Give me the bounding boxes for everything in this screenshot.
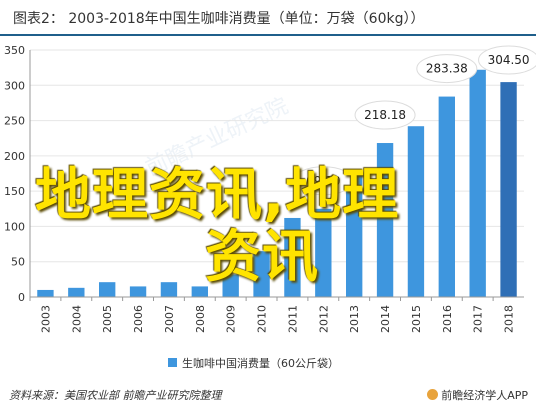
bar <box>191 286 208 297</box>
data-label-bubble <box>478 45 536 75</box>
x-tick-label: 2011 <box>286 305 299 333</box>
bar <box>500 82 517 297</box>
x-tick-label: 2010 <box>256 305 269 333</box>
y-tick-label: 0 <box>18 291 25 304</box>
data-label: 09.20 <box>306 174 340 188</box>
y-tick-label: 350 <box>4 44 25 57</box>
bar <box>438 96 455 297</box>
brand: 前瞻经济学人APP <box>427 387 528 403</box>
x-tick-label: 2006 <box>132 305 145 333</box>
bar <box>37 289 54 297</box>
legend-label: 生咖啡中国消费量（60公斤袋） <box>182 356 339 370</box>
bar <box>315 208 332 297</box>
faint-watermark: 前瞻产业研究院 <box>142 94 292 182</box>
y-tick-label: 200 <box>4 150 25 163</box>
legend-swatch <box>168 358 177 367</box>
bar-series <box>37 69 517 298</box>
data-label-bubble <box>416 54 478 84</box>
bar <box>160 282 178 297</box>
data-label: 283.38 <box>426 62 468 76</box>
bar <box>469 69 486 297</box>
bar <box>346 173 363 297</box>
bar <box>376 143 394 297</box>
header-rule <box>0 34 536 36</box>
x-tick-label: 2005 <box>101 305 114 333</box>
x-tick-label: 2014 <box>379 305 392 333</box>
data-label: 304.50 <box>488 53 530 67</box>
data-label-bubble <box>354 100 416 130</box>
x-tick-label: 2013 <box>348 305 361 333</box>
x-axis: 2003 2004 2005 2006 2007 2008 2009 2010 2011 2012… <box>29 296 524 333</box>
legend: 生咖啡中国消费量（60公斤袋） <box>168 356 339 370</box>
x-tick-label: 2012 <box>317 305 330 333</box>
brand-label: 前瞻经济学人APP <box>441 389 528 402</box>
bar <box>253 251 270 297</box>
bar <box>129 286 147 297</box>
x-tick-label: 2016 <box>441 305 454 333</box>
x-tick-label: 2007 <box>163 305 176 333</box>
y-axis: 0 50 100 150 200 250 300 350 <box>4 44 31 304</box>
bar <box>99 282 116 297</box>
bar <box>284 217 301 297</box>
x-tick-label: 2009 <box>225 305 238 333</box>
bar <box>407 126 425 298</box>
x-tick-label: 2004 <box>70 305 83 333</box>
y-tick-label: 150 <box>4 185 25 198</box>
bar <box>68 287 85 297</box>
y-tick-label: 300 <box>4 79 25 92</box>
data-labels: 09.20 218.18 283.38 304.50 <box>292 45 536 196</box>
brand-logo-icon <box>427 389 439 400</box>
x-tick-label: 2018 <box>503 305 516 333</box>
y-tick-label: 50 <box>11 256 25 269</box>
x-tick-label: 2003 <box>39 305 52 333</box>
x-tick-label: 2015 <box>410 305 423 333</box>
y-tick-label: 250 <box>4 115 25 128</box>
data-label: 218.18 <box>364 108 406 122</box>
bar <box>222 274 239 297</box>
x-tick-label: 2017 <box>472 305 485 333</box>
y-tick-label: 100 <box>4 220 25 233</box>
x-tick-label: 2008 <box>194 305 207 333</box>
chart-title: 图表2： 2003-2018年中国生咖啡消费量（单位：万袋（60kg）） <box>13 11 425 27</box>
source-note: 资料来源：美国农业部 前瞻产业研究院整理 <box>9 389 222 402</box>
data-label-bubble <box>292 166 354 196</box>
